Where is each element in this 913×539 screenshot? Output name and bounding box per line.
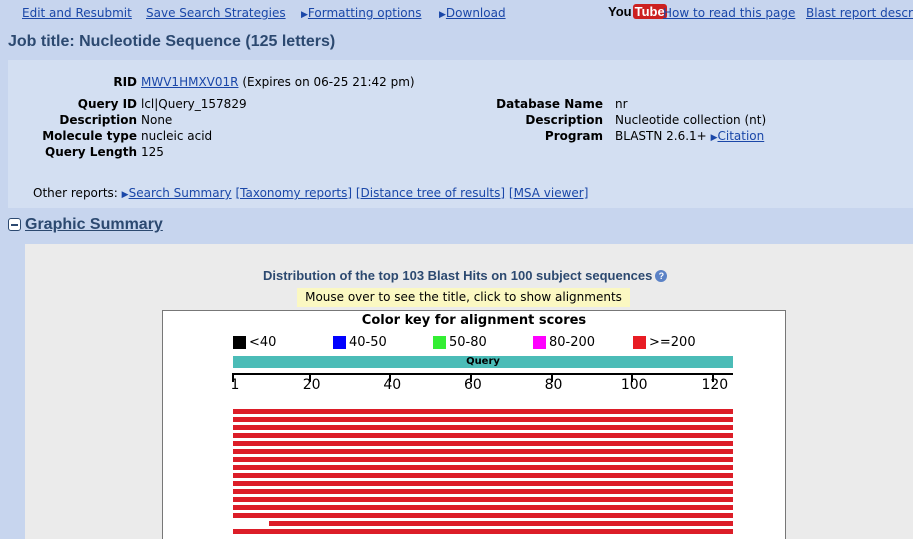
graphic-summary-title[interactable]: Graphic Summary — [25, 216, 163, 233]
save-search-strategies-link[interactable]: Save Search Strategies — [146, 6, 286, 20]
toolbar: Edit and Resubmit Save Search Strategies… — [0, 0, 913, 26]
youtube-logo-left: You — [608, 4, 632, 19]
rid-expires: (Expires on 06-25 21:42 pm) — [242, 75, 415, 89]
axis-tick-label: 60 — [463, 377, 482, 393]
alignment-hit-bar[interactable] — [233, 409, 733, 414]
distribution-title: Distribution of the top 103 Blast Hits o… — [263, 268, 668, 283]
axis-tick — [711, 373, 714, 382]
taxonomy-reports-link[interactable]: [Taxonomy reports] — [235, 186, 353, 200]
edit-resubmit-link[interactable]: Edit and Resubmit — [22, 6, 132, 20]
alignment-hit-bar[interactable] — [233, 417, 733, 422]
collapse-minus-icon[interactable] — [8, 218, 21, 231]
molecule-type-label: Molecule type — [42, 129, 137, 143]
alignment-hit-bar[interactable] — [233, 441, 733, 446]
molecule-type-value: nucleic acid — [141, 129, 213, 143]
description-label: Description — [59, 113, 137, 127]
formatting-options-control[interactable]: ▶Formatting options — [301, 6, 421, 20]
color-key-label: <40 — [249, 335, 277, 350]
triangle-right-icon: ▶ — [121, 190, 129, 200]
axis-tick-label: 80 — [544, 377, 563, 393]
db-description-value: Nucleotide collection (nt) — [615, 113, 767, 127]
color-key-label: 40-50 — [349, 335, 387, 350]
alignment-hit-bar[interactable] — [269, 521, 733, 526]
program-version: BLASTN 2.6.1+ — [615, 129, 707, 143]
youtube-logo-icon[interactable]: You Tube — [608, 4, 667, 19]
axis-tick — [469, 373, 472, 382]
rid-value: MWV1HMXV01R (Expires on 06-25 21:42 pm) — [141, 75, 415, 89]
mouse-over-hint: Mouse over to see the title, click to sh… — [297, 288, 630, 307]
axis-tick-label: 100 — [620, 377, 648, 393]
alignment-hit-bar[interactable] — [233, 449, 733, 454]
youtube-logo-right: Tube — [632, 4, 667, 19]
color-key-swatch — [233, 336, 246, 349]
msa-viewer-link[interactable]: [MSA viewer] — [508, 186, 589, 200]
triangle-right-icon: ▶ — [710, 133, 718, 143]
download-control[interactable]: ▶Download — [439, 6, 506, 20]
color-key-swatch — [633, 336, 646, 349]
query-length-value: 125 — [141, 145, 164, 159]
download-link[interactable]: Download — [445, 6, 506, 20]
alignment-hit-bar[interactable] — [233, 497, 733, 502]
axis-tick — [308, 373, 311, 382]
alignment-hit-bar[interactable] — [233, 473, 733, 478]
distance-tree-link[interactable]: [Distance tree of results] — [355, 186, 506, 200]
color-key-label: 50-80 — [449, 335, 487, 350]
job-title: Job title: Nucleotide Sequence (125 lett… — [8, 33, 336, 50]
help-icon[interactable]: ? — [655, 270, 668, 282]
axis-tick-label: 20 — [302, 377, 321, 393]
color-key-label: >=200 — [649, 335, 696, 350]
query-length-label: Query Length — [45, 145, 137, 159]
search-summary-link[interactable]: Search Summary — [128, 186, 232, 200]
axis-tick-label: 1 — [230, 377, 240, 393]
query-id-label: Query ID — [77, 97, 137, 111]
how-to-read-link[interactable]: How to read this page — [663, 6, 796, 20]
alignment-hit-bar[interactable] — [233, 489, 733, 494]
axis-tick — [631, 373, 634, 382]
color-key-label: 80-200 — [549, 335, 596, 350]
database-name-label: Database Name — [496, 97, 603, 111]
formatting-options-link[interactable]: Formatting options — [307, 6, 422, 20]
alignment-hit-bar[interactable] — [233, 425, 733, 430]
axis-tick-label: 40 — [383, 377, 402, 393]
distribution-title-text: Distribution of the top 103 Blast Hits o… — [263, 268, 653, 283]
color-key-swatch — [533, 336, 546, 349]
alignment-hit-bar[interactable] — [233, 457, 733, 462]
other-reports: Other reports: ▶Search Summary [Taxonomy… — [33, 186, 588, 200]
triangle-right-icon: ▶ — [439, 10, 446, 20]
color-key-swatch — [433, 336, 446, 349]
rid-link[interactable]: MWV1HMXV01R — [141, 75, 239, 89]
alignment-hit-bar[interactable] — [233, 465, 733, 470]
axis-tick-label: 120 — [701, 377, 729, 393]
other-reports-label: Other reports: — [33, 186, 118, 200]
db-description-label: Description — [525, 113, 603, 127]
axis-tick — [389, 373, 392, 382]
rid-label: RID — [113, 75, 137, 89]
triangle-right-icon: ▶ — [301, 10, 308, 20]
axis-tick — [550, 373, 553, 382]
alignment-hit-bar[interactable] — [233, 505, 733, 510]
alignment-graph: Color key for alignment scores <40 40-50 5… — [162, 310, 786, 539]
blast-report-description-link[interactable]: Blast report descri — [806, 6, 913, 20]
query-bar: Query — [233, 356, 733, 368]
database-name-value: nr — [615, 97, 628, 111]
description-value: None — [141, 113, 173, 127]
program-label: Program — [544, 129, 603, 143]
query-id-value: lcl|Query_157829 — [141, 97, 247, 111]
axis-line — [233, 373, 733, 375]
alignment-hit-bar[interactable] — [233, 433, 733, 438]
alignment-hit-bar[interactable] — [233, 529, 733, 534]
color-key-title: Color key for alignment scores — [361, 313, 587, 328]
axis-tick — [232, 373, 234, 382]
color-key-swatch — [333, 336, 346, 349]
citation-link[interactable]: Citation — [717, 129, 765, 143]
alignment-hit-bar[interactable] — [233, 513, 733, 518]
job-info-panel: RID MWV1HMXV01R (Expires on 06-25 21:42 … — [8, 60, 913, 208]
program-value: BLASTN 2.6.1+ ▶Citation — [615, 129, 764, 143]
alignment-hit-bar[interactable] — [233, 481, 733, 486]
